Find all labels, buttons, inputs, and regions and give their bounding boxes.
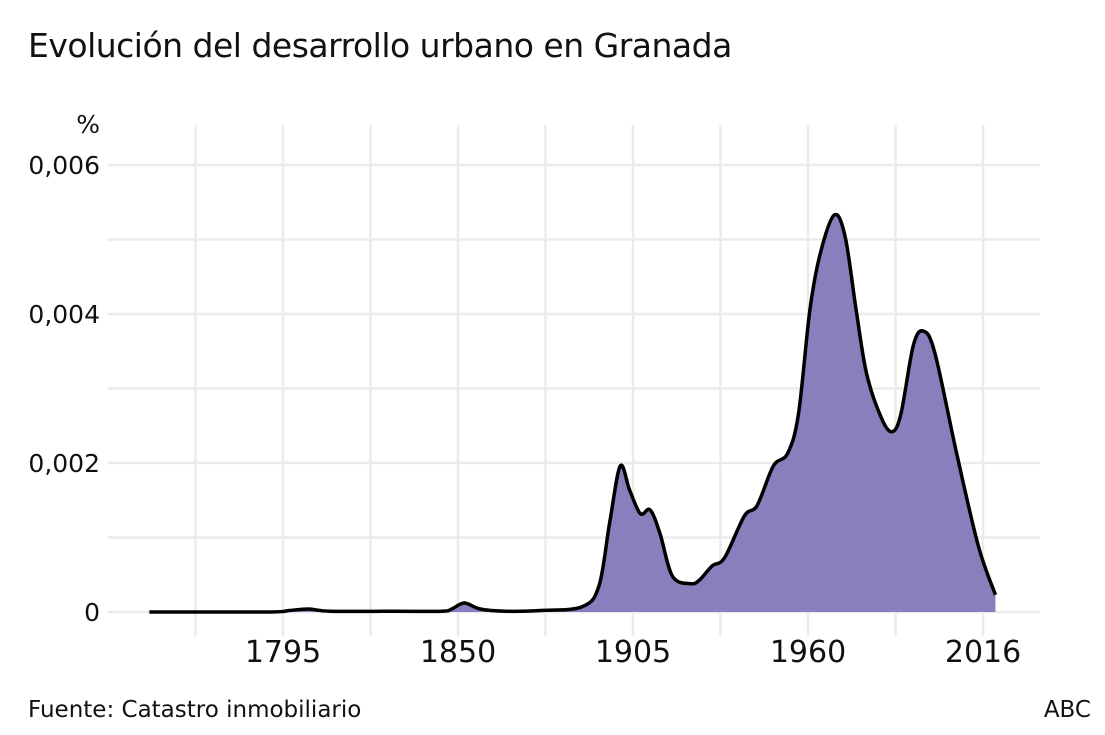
y-axis-label: % — [76, 110, 100, 139]
brand-label: ABC — [1043, 697, 1091, 723]
y-tick-label: 0 — [84, 598, 100, 627]
x-tick-label: 1960 — [770, 635, 846, 670]
y-tick-label: 0,004 — [28, 300, 100, 329]
x-tick-label: 1905 — [595, 635, 671, 670]
chart-title: Evolución del desarrollo urbano en Grana… — [28, 26, 732, 65]
y-tick-labels: 0 0,002 0,004 0,006 — [28, 151, 100, 627]
x-tick-label: 1850 — [420, 635, 496, 670]
x-tick-label: 1795 — [245, 635, 321, 670]
y-tick-label: 0,006 — [28, 151, 100, 180]
source-note: Fuente: Catastro inmobiliario — [28, 697, 362, 723]
x-tick-label: 2016 — [945, 635, 1021, 670]
density-area — [149, 214, 996, 612]
density-line — [149, 212, 998, 614]
y-tick-label: 0,002 — [28, 449, 100, 478]
x-tick-labels: 1795 1850 1905 1960 2016 — [245, 635, 1021, 670]
